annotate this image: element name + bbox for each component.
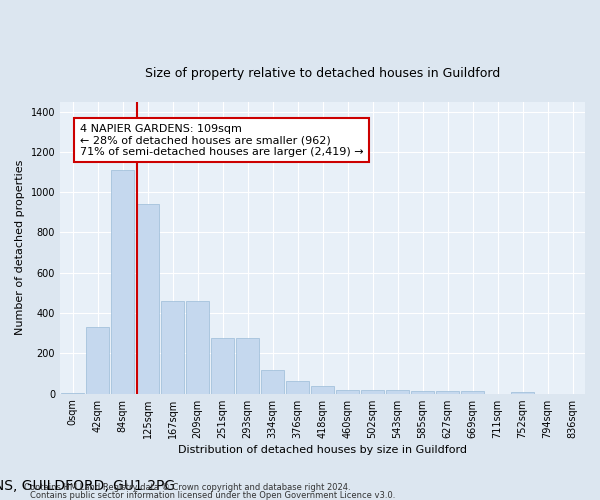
Bar — [361, 390, 384, 394]
Bar — [261, 370, 284, 394]
Text: 4 NAPIER GARDENS: 109sqm
← 28% of detached houses are smaller (962)
71% of semi-: 4 NAPIER GARDENS: 109sqm ← 28% of detach… — [80, 124, 364, 157]
X-axis label: Distribution of detached houses by size in Guildford: Distribution of detached houses by size … — [178, 445, 467, 455]
Bar — [511, 392, 534, 394]
Title: Size of property relative to detached houses in Guildford: Size of property relative to detached ho… — [145, 66, 500, 80]
Bar — [436, 392, 459, 394]
Bar — [286, 380, 309, 394]
Text: Contains public sector information licensed under the Open Government Licence v3: Contains public sector information licen… — [30, 491, 395, 500]
Bar — [236, 338, 259, 394]
Bar — [211, 338, 234, 394]
Text: 4, NAPIER GARDENS, GUILDFORD, GU1 2PG: 4, NAPIER GARDENS, GUILDFORD, GU1 2PG — [0, 479, 176, 493]
Y-axis label: Number of detached properties: Number of detached properties — [15, 160, 25, 336]
Bar — [86, 327, 109, 394]
Bar — [136, 204, 159, 394]
Bar — [461, 392, 484, 394]
Bar — [111, 170, 134, 394]
Text: Contains HM Land Registry data © Crown copyright and database right 2024.: Contains HM Land Registry data © Crown c… — [24, 484, 350, 492]
Bar — [311, 386, 334, 394]
Bar — [386, 390, 409, 394]
Bar — [336, 390, 359, 394]
Bar — [161, 301, 184, 394]
Bar — [186, 301, 209, 394]
Bar — [61, 392, 84, 394]
Bar — [411, 392, 434, 394]
